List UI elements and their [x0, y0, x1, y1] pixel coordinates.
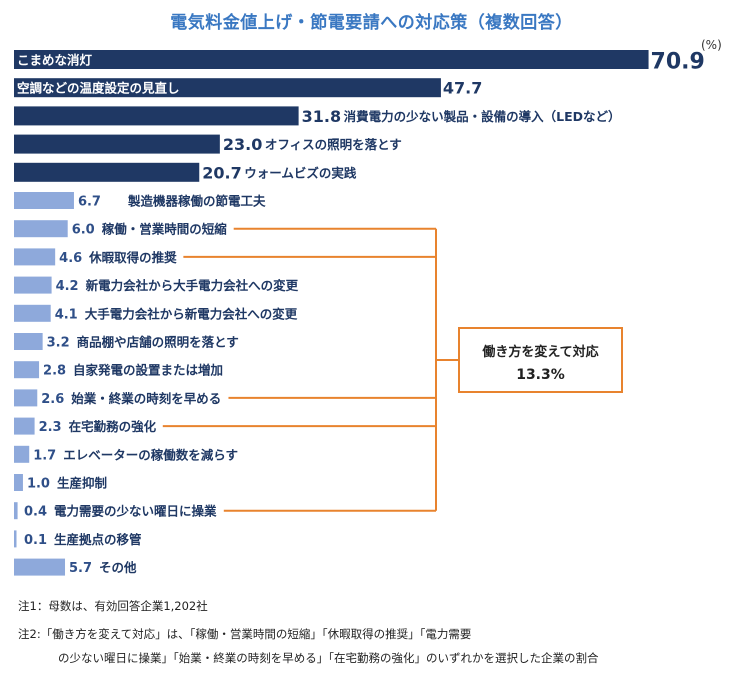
- value-label: 20.7: [202, 163, 241, 182]
- bar: [14, 445, 30, 463]
- footnote-2-continued: の少ない曜日に操業」「始業・終業の時刻を早める」「在宅勤務の強化」のいずれかを選…: [58, 651, 599, 665]
- bar: [14, 530, 17, 548]
- category-label: 休暇取得の推奨: [88, 250, 177, 265]
- bar: [14, 106, 299, 126]
- value-label: 4.2: [56, 279, 79, 294]
- value-label: 31.8: [302, 107, 341, 126]
- bar: [14, 417, 35, 435]
- value-label: 23.0: [223, 135, 262, 154]
- category-label: 在宅勤務の強化: [69, 419, 157, 434]
- value-label: 6.0: [72, 223, 95, 238]
- bar-chart: こまめな消灯 70.9 空調などの温度設定の見直し 47.7 31.8 消費電力の少ない製…: [14, 50, 705, 576]
- bar: [14, 558, 66, 576]
- value-label: 4.1: [55, 307, 78, 322]
- category-label: 消費電力の少ない製品・設備の導入（LEDなど）: [344, 109, 621, 124]
- category-label: その他: [99, 560, 137, 575]
- callout-box: 働き方を変えて対応 13.3%: [458, 327, 623, 393]
- bar: [14, 248, 56, 266]
- category-label: 電力需要の少ない曜日に操業: [54, 504, 217, 519]
- footnote-2: 注2:「働き方を変えて対応」は、「稼働・営業時間の短縮」「休暇取得の推奨」「電力…: [18, 627, 472, 641]
- chart-title: 電気料金値上げ・節電要請への対応策（複数回答）: [170, 13, 573, 33]
- bar: [14, 361, 40, 379]
- category-label: こまめな消灯: [17, 53, 93, 68]
- callout-value: 13.3%: [516, 367, 565, 383]
- category-label: ウォームビズの実践: [244, 165, 357, 180]
- category-label: 自家発電の設置または増加: [73, 363, 223, 378]
- value-label: 2.6: [41, 392, 64, 407]
- bar: [14, 192, 74, 209]
- value-label: 2.8: [43, 364, 66, 379]
- category-label: エレベーターの稼働数を減らす: [63, 447, 238, 462]
- value-label: 0.4: [24, 505, 47, 520]
- value-label: 4.6: [59, 251, 82, 266]
- value-label: 1.7: [33, 448, 56, 463]
- value-label: 47.7: [443, 79, 482, 98]
- value-label: 2.3: [39, 420, 62, 435]
- bar: [14, 474, 23, 491]
- bar: [14, 50, 649, 69]
- category-label: 稼働・営業時間の短縮: [102, 222, 228, 237]
- unit-label: (%): [701, 38, 722, 52]
- category-label: 空調などの温度設定の見直し: [17, 81, 180, 96]
- category-label: 生産拠点の移管: [54, 532, 142, 547]
- bar: [14, 389, 38, 407]
- bar: [14, 220, 68, 238]
- value-label: 6.7: [78, 195, 101, 210]
- bar: [14, 78, 441, 98]
- bar: [14, 502, 18, 520]
- category-label: 始業・終業の時刻を早める: [71, 391, 221, 406]
- bar: [14, 333, 43, 350]
- value-label: 3.2: [47, 336, 70, 351]
- callout-title: 働き方を変えて対応: [482, 345, 599, 360]
- category-label: オフィスの照明を落とす: [265, 137, 402, 152]
- category-label: 商品棚や店舗の照明を落とす: [77, 335, 239, 350]
- bar: [14, 276, 52, 294]
- bar: [14, 162, 200, 182]
- value-label: 5.7: [69, 561, 92, 576]
- value-label: 1.0: [27, 477, 50, 492]
- category-label: 生産抑制: [57, 476, 107, 491]
- value-label: 0.1: [24, 533, 47, 548]
- category-label: 新電力会社から大手電力会社への変更: [86, 278, 299, 293]
- bar: [14, 134, 220, 154]
- value-label: 70.9: [651, 50, 705, 75]
- category-label: 製造機器稼働の節電工夫: [127, 194, 266, 209]
- bar: [14, 304, 51, 322]
- category-label: 大手電力会社から新電力会社への変更: [85, 306, 298, 321]
- footnote-1: 注1：母数は、有効回答企業1,202社: [18, 599, 208, 613]
